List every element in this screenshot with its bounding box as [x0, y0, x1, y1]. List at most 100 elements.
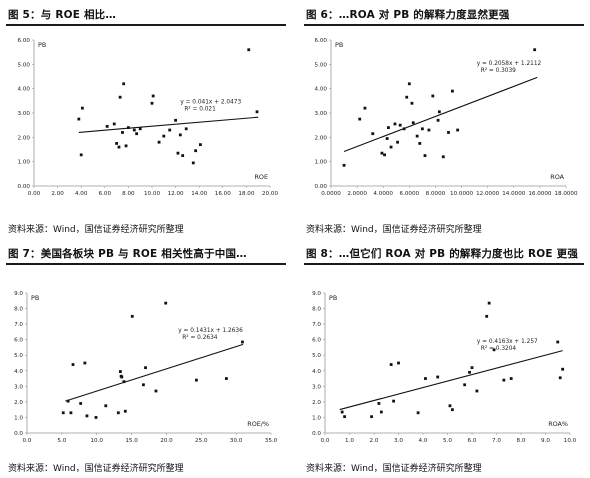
data-point	[383, 153, 386, 157]
y-tick-label: 0.0	[312, 431, 321, 437]
trendline	[65, 343, 244, 402]
y-tick-label: 5.0	[312, 353, 321, 359]
data-point	[174, 118, 177, 122]
data-point	[389, 363, 393, 366]
data-point	[436, 118, 440, 122]
x-tick-label: 10.0	[90, 438, 103, 444]
data-point	[184, 127, 188, 131]
chart-title: 图 6：…ROA 对 PB 的解释力度显然更强	[306, 9, 510, 21]
x-tick-label: 7.0	[492, 438, 501, 444]
r-squared-label: R² = 0.3204	[481, 345, 516, 352]
data-point	[410, 101, 414, 105]
y-tick-label: 4.0	[312, 369, 321, 375]
y-tick-label: 7.0	[312, 322, 321, 328]
data-point	[398, 123, 402, 127]
data-point	[77, 117, 81, 121]
data-point	[380, 151, 384, 155]
y-tick-label: 4.00	[315, 87, 328, 93]
x-tick-label: 16.00	[215, 191, 231, 197]
data-point	[178, 133, 182, 137]
trendline	[78, 116, 259, 133]
x-tick-label: 10.0000	[450, 191, 474, 197]
data-point	[176, 151, 180, 155]
y-tick-label: 9.0	[312, 291, 321, 297]
data-point	[371, 132, 375, 136]
data-point	[509, 377, 513, 380]
scatter-plot: 0.00 1.00 2.00 3.00 4.00 5.00 6.00 0.00 2.00 4.00…	[18, 38, 279, 197]
data-point	[195, 378, 198, 382]
data-point	[66, 399, 70, 403]
y-tick-label: 2.0	[14, 400, 23, 406]
data-point	[69, 411, 73, 415]
data-point	[79, 153, 83, 157]
data-point	[164, 301, 168, 305]
scatter-plot: 0.0 1.0 2.0 3.0 4.0 5.0 6.0 7.0 8.0 9.0 0.0 5.0 10.0…	[14, 291, 278, 444]
y-tick-label: 8.0	[14, 307, 23, 313]
data-point	[80, 106, 84, 110]
x-tick-label: 8.00	[122, 191, 135, 197]
chart-title-bar: 图 8：…但它们 ROA 对 PB 的解释力度也比 ROE 更强	[304, 245, 584, 265]
y-tick-label: 6.0	[312, 338, 321, 344]
x-tick-label: 9.0	[541, 438, 550, 444]
data-point	[94, 416, 98, 419]
data-point	[79, 402, 83, 405]
data-point	[379, 410, 383, 414]
data-point	[198, 143, 202, 147]
x-tick-label: 25.0	[195, 438, 208, 444]
trendline-equation: y = 0.4163x + 1.257	[477, 339, 538, 345]
data-point	[470, 366, 474, 370]
x-tick-label: 16.0000	[528, 191, 552, 197]
x-tick-label: 8.0000	[426, 191, 446, 197]
data-point	[502, 378, 506, 382]
x-tick-label: 6.0	[468, 438, 477, 444]
data-point	[415, 134, 419, 138]
data-point	[135, 132, 139, 136]
data-point	[83, 361, 87, 365]
x-axis-label: ROA	[550, 173, 564, 181]
source-note: 资料来源：Wind，国信证券经济研究所整理	[8, 464, 184, 474]
data-point	[397, 361, 400, 365]
data-point	[151, 94, 155, 98]
chart-title-bar: 图 6：…ROA 对 PB 的解释力度显然更强	[304, 6, 584, 26]
data-point	[132, 128, 136, 132]
data-point	[124, 144, 128, 148]
data-point	[492, 348, 496, 352]
x-tick-label: 10.0	[564, 438, 577, 444]
data-point	[427, 128, 431, 132]
data-point	[423, 154, 427, 157]
r-squared-label: R² = 0.2634	[182, 334, 217, 341]
data-point	[396, 140, 399, 144]
data-point	[154, 389, 158, 393]
y-tick-label: 4.00	[18, 87, 31, 93]
data-point	[340, 410, 344, 414]
data-point	[387, 126, 390, 129]
chart-panel-fig8: 图 8：…但它们 ROA 对 PB 的解释力度也比 ROE 更强 0.0 1.0 2…	[298, 239, 588, 478]
data-point	[241, 340, 244, 344]
y-tick-label: 9.0	[14, 291, 23, 297]
x-tick-label: 20.00	[262, 191, 278, 197]
y-tick-label: 2.00	[18, 135, 31, 141]
data-point	[122, 82, 126, 86]
data-point	[358, 117, 362, 121]
data-point	[120, 375, 124, 379]
y-tick-label: 3.0	[312, 384, 321, 390]
x-tick-label: 10.00	[144, 191, 160, 197]
x-tick-label: 12.00	[168, 191, 184, 197]
x-tick-label: 4.0	[419, 438, 428, 444]
x-tick-label: 2.0	[370, 438, 379, 444]
source-note: 资料来源：Wind，国信证券经济研究所整理	[8, 225, 184, 235]
chart-panel-fig7: 图 7：美国各板块 PB 与 ROE 相关性高于中国… 0.0 1.0 2.0 3.0…	[0, 239, 290, 478]
trendline-equation: y = 0.2058x + 1.2112	[477, 61, 542, 67]
y-tick-label: 3.00	[18, 111, 31, 117]
data-point	[130, 314, 134, 318]
y-tick-label: 1.00	[315, 160, 328, 166]
data-point	[162, 134, 166, 138]
x-tick-label: 5.0	[443, 438, 452, 444]
y-axis-label: PB	[38, 41, 46, 49]
y-tick-label: 6.0	[14, 338, 23, 344]
x-tick-label: 2.00	[51, 191, 64, 197]
data-point	[122, 380, 126, 384]
data-point	[487, 301, 491, 305]
data-point	[255, 110, 259, 114]
data-point	[447, 131, 450, 134]
